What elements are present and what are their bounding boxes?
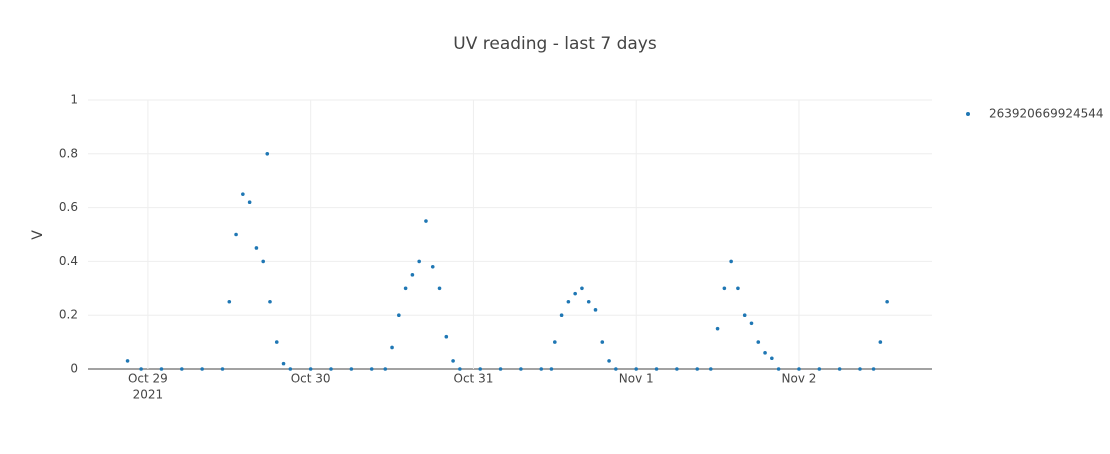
point	[600, 340, 605, 344]
y-tick-label: 0.8	[59, 146, 78, 160]
x-tick-label: Nov 2	[782, 372, 817, 386]
point	[742, 313, 747, 318]
y-tick-label: 0.2	[59, 308, 78, 322]
point	[566, 299, 571, 304]
point	[871, 367, 876, 371]
point	[553, 340, 557, 344]
point	[559, 313, 564, 318]
point	[708, 367, 713, 371]
point	[722, 286, 727, 291]
point	[200, 367, 204, 371]
point	[736, 286, 740, 291]
point	[424, 219, 428, 223]
point	[417, 259, 421, 264]
point	[234, 232, 238, 237]
point	[274, 340, 279, 344]
point	[390, 345, 394, 350]
point	[139, 367, 143, 371]
point	[247, 200, 252, 205]
point	[749, 321, 754, 326]
point	[837, 367, 842, 371]
point	[878, 340, 883, 344]
y-tick-label: 0.4	[59, 254, 78, 268]
point	[241, 192, 245, 196]
point	[593, 308, 598, 312]
point	[607, 359, 611, 363]
point	[580, 286, 584, 291]
y-tick-label: 1	[70, 93, 78, 107]
point	[349, 367, 354, 371]
point	[695, 367, 700, 371]
x-year-label: 2021	[133, 388, 164, 402]
point	[675, 367, 679, 371]
point	[549, 367, 554, 371]
y-tick-label: 0	[70, 362, 78, 376]
point	[451, 359, 455, 363]
point	[383, 367, 388, 371]
point	[654, 367, 659, 371]
point	[444, 334, 449, 339]
x-tick-label: Oct 31	[454, 372, 494, 386]
chart-title: UV reading - last 7 days	[453, 34, 657, 54]
point	[458, 367, 462, 371]
point	[261, 259, 265, 264]
point	[254, 246, 259, 250]
y-tick-label: 0.6	[59, 200, 78, 214]
point	[369, 367, 374, 371]
point	[885, 299, 889, 304]
point	[539, 367, 544, 371]
point	[268, 299, 272, 304]
point	[776, 367, 781, 371]
point	[573, 291, 577, 296]
point	[478, 367, 483, 371]
point	[437, 286, 442, 291]
point	[288, 367, 293, 371]
point	[308, 367, 313, 371]
point	[756, 340, 761, 344]
point	[634, 367, 638, 371]
point	[265, 152, 270, 156]
x-tick-label: Nov 1	[619, 372, 654, 386]
point	[519, 367, 523, 371]
point	[498, 367, 503, 371]
point	[410, 273, 415, 277]
legend-label: 263920669924544	[989, 107, 1104, 121]
point	[227, 299, 232, 304]
point	[729, 259, 733, 264]
legend-marker	[966, 112, 970, 116]
point	[281, 361, 286, 366]
point	[763, 351, 767, 355]
point	[858, 367, 862, 371]
y-axis-title: V	[30, 230, 46, 240]
point	[614, 367, 618, 371]
point	[430, 264, 435, 269]
point	[770, 356, 774, 361]
point	[220, 367, 225, 371]
point	[180, 367, 184, 371]
x-tick-label: Oct 29	[128, 372, 168, 386]
point	[586, 299, 591, 304]
point	[797, 367, 801, 371]
point	[329, 367, 333, 371]
point	[715, 326, 720, 331]
point	[397, 313, 401, 318]
point	[159, 367, 164, 371]
point	[125, 359, 130, 363]
x-tick-label: Oct 30	[291, 372, 331, 386]
point	[403, 286, 408, 291]
point	[817, 367, 822, 371]
